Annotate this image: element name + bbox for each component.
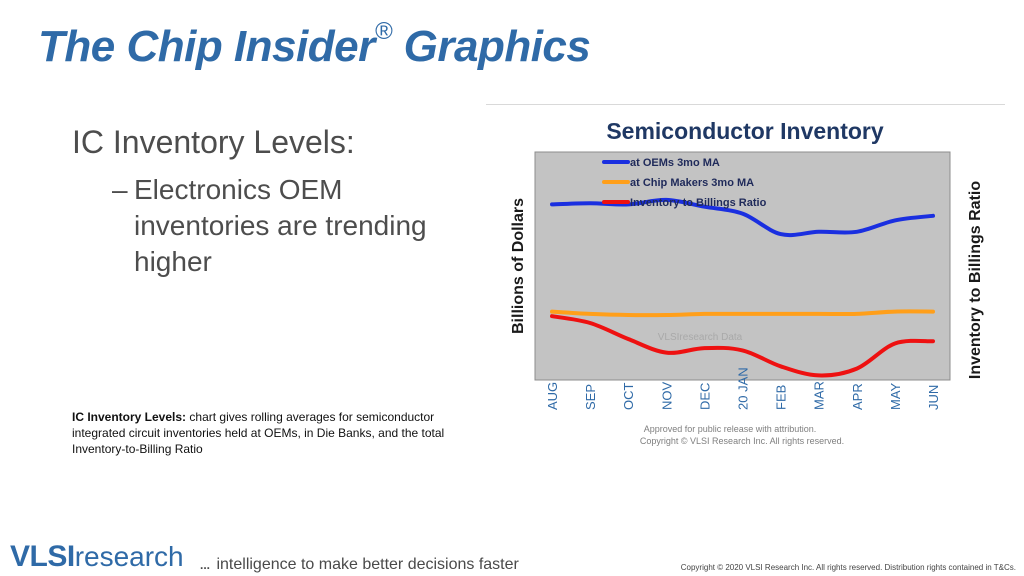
chart-svg: Semiconductor Inventory VLSIresearch Dat… (510, 118, 984, 446)
legend-label-1: at OEMs 3mo MA (630, 157, 720, 169)
slide-title: The Chip Insider® Graphics (38, 18, 591, 71)
caption-heading: IC Inventory Levels: (72, 410, 187, 424)
chart-watermark: VLSIresearch Data (658, 332, 743, 343)
bullet-dash: – (112, 174, 128, 205)
y-axis-label-right: Inventory to Billings Ratio (967, 181, 984, 379)
series-line-2 (550, 309, 935, 318)
bullet-sub-text: Electronics OEM inventories are trending… (134, 174, 427, 277)
series-line-3 (550, 314, 935, 378)
inventory-chart: Semiconductor Inventory VLSIresearch Dat… (500, 110, 1000, 455)
caption-text: chart gives rolling averages for semicon… (72, 410, 445, 456)
vlsi-research-logo: VLSIresearch (10, 540, 184, 573)
bullet-sub-item: – Electronics OEM inventories are trendi… (112, 172, 472, 280)
chart-caption: IC Inventory Levels: chart gives rolling… (72, 409, 482, 457)
x-tick-label: MAR (812, 381, 827, 410)
x-tick-label: APR (850, 383, 865, 410)
footer-tagline: ... intelligence to make better decision… (200, 556, 519, 573)
footer-copyright: Copyright © 2020 VLSI Research Inc. All … (680, 563, 1016, 572)
x-tick-label: FEB (774, 385, 789, 410)
x-tick-label: MAY (888, 382, 903, 410)
y-axis-label-left: Billions of Dollars (510, 198, 527, 334)
bullet-heading: IC Inventory Levels: (72, 124, 355, 160)
plot-area (534, 151, 951, 381)
x-tick-label: JUN (926, 385, 941, 410)
series-line-1 (550, 197, 935, 238)
legend-label-2: at Chip Makers 3mo MA (630, 177, 754, 189)
x-tick-label: AUG (545, 382, 560, 410)
chart-note-copyright: Copyright © VLSI Research Inc. All right… (640, 436, 844, 446)
legend-label-3: Inventory to Billings Ratio (630, 197, 767, 209)
chart-title: Semiconductor Inventory (606, 118, 884, 144)
chart-note-approval: Approved for public release with attribu… (644, 424, 817, 434)
x-tick-label: OCT (621, 383, 636, 411)
x-tick-label: SEP (583, 384, 598, 410)
divider-line (486, 104, 1005, 105)
x-tick-label: 20 JAN (736, 367, 751, 410)
x-tick-label: NOV (659, 382, 674, 411)
x-tick-label: DEC (697, 383, 712, 410)
